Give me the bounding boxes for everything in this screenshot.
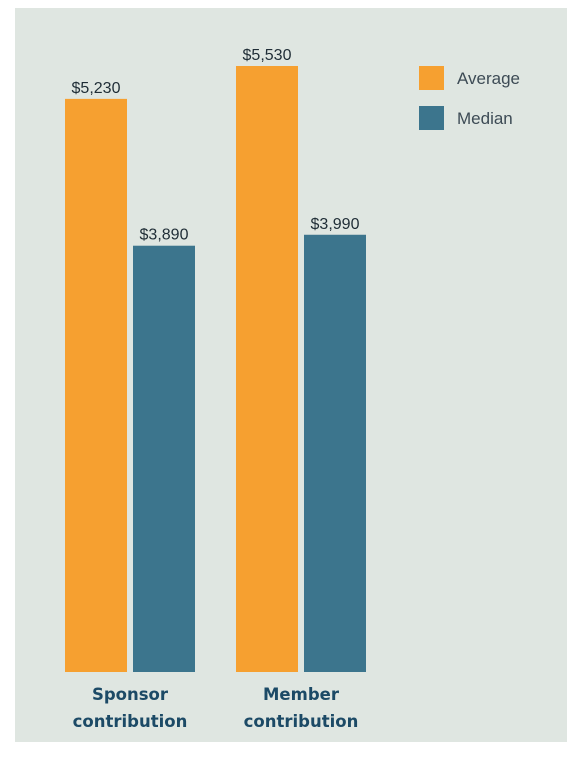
- value-label-average-1: $5,230: [72, 80, 121, 97]
- legend-label-average: Average: [457, 69, 520, 88]
- bar-median-1[interactable]: [133, 245, 195, 672]
- category-label-2: Member contribution: [244, 685, 359, 731]
- legend-swatch-median: [419, 106, 444, 130]
- category-label-1: Sponsor contribution: [73, 685, 188, 731]
- legend-label-median: Median: [457, 109, 513, 128]
- bar-median-2[interactable]: [304, 234, 366, 672]
- value-label-average-2: $5,530: [243, 47, 292, 64]
- value-label-median-1: $3,890: [140, 227, 189, 244]
- legend-swatch-average: [419, 66, 444, 90]
- bar-average-1[interactable]: [65, 98, 127, 672]
- bar-average-2[interactable]: [236, 66, 298, 672]
- value-label-median-2: $3,990: [311, 216, 360, 233]
